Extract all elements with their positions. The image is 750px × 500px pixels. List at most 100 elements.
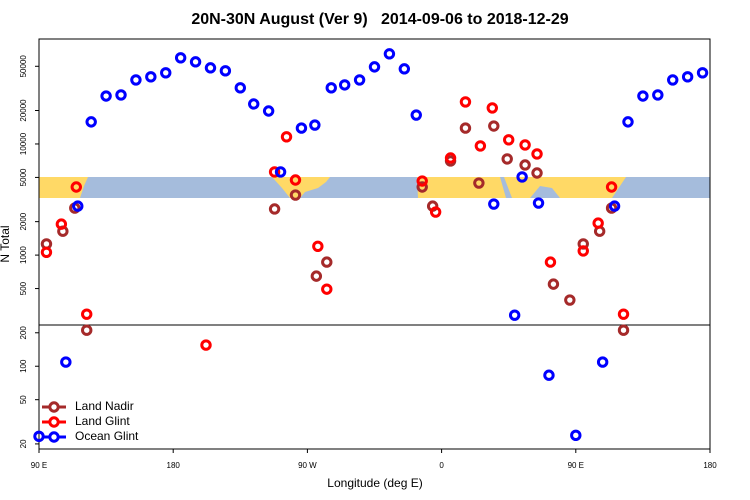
- point: [321, 283, 333, 295]
- point: [200, 339, 212, 351]
- point: [321, 256, 333, 268]
- point: [189, 56, 202, 68]
- legend-marker: [48, 431, 60, 443]
- point: [398, 63, 411, 75]
- legend-marker: [48, 401, 60, 413]
- point: [234, 82, 247, 94]
- y-tick-label: 200: [19, 326, 28, 340]
- y-tick-label: 50000: [19, 55, 28, 78]
- point: [544, 256, 557, 268]
- point: [262, 105, 275, 117]
- point: [459, 96, 472, 108]
- y-tick-label: 1000: [19, 246, 28, 264]
- point: [383, 48, 396, 60]
- point: [459, 122, 472, 134]
- point: [592, 217, 604, 229]
- point: [309, 119, 321, 131]
- point: [274, 166, 287, 178]
- point: [72, 200, 84, 212]
- point: [145, 71, 157, 83]
- point: [608, 200, 621, 212]
- point: [81, 308, 93, 320]
- y-tick-label: 5000: [19, 168, 28, 186]
- point: [219, 65, 232, 77]
- x-tick-label: 180: [703, 461, 717, 470]
- point: [681, 71, 694, 83]
- x-axis-title: Longitude (deg E): [327, 476, 422, 490]
- point: [503, 134, 515, 146]
- map-strip: [39, 177, 710, 198]
- point: [474, 140, 487, 152]
- y-tick-label: 10000: [19, 132, 28, 155]
- point: [543, 369, 555, 381]
- point: [416, 181, 428, 193]
- point: [564, 294, 576, 306]
- point: [501, 153, 513, 165]
- y-tick-label: 2000: [19, 212, 28, 230]
- point: [667, 74, 679, 86]
- point: [280, 131, 293, 143]
- point: [652, 89, 664, 101]
- point: [508, 309, 521, 321]
- y-tick-label: 20000: [19, 99, 28, 122]
- point: [268, 166, 281, 178]
- x-tick-label: 90 E: [568, 461, 584, 470]
- point: [174, 52, 187, 64]
- point: [488, 120, 500, 132]
- point: [605, 181, 618, 193]
- point: [81, 324, 93, 336]
- point: [429, 206, 442, 218]
- point: [531, 148, 543, 160]
- point: [70, 181, 82, 193]
- point: [289, 189, 302, 201]
- y-tick-label: 20: [19, 439, 28, 448]
- x-tick-label: 0: [439, 461, 444, 470]
- point: [338, 79, 351, 91]
- point: [85, 116, 97, 128]
- y-tick-label: 100: [19, 359, 28, 373]
- point: [289, 174, 302, 186]
- point: [531, 167, 543, 179]
- point: [519, 159, 531, 171]
- point: [115, 89, 127, 101]
- point: [532, 197, 545, 209]
- point: [100, 90, 112, 102]
- point: [416, 175, 428, 187]
- point: [473, 177, 485, 189]
- x-tick-label: 90 W: [298, 461, 317, 470]
- point: [268, 203, 281, 215]
- point: [310, 270, 323, 282]
- plot-frame: [38, 38, 711, 450]
- point: [486, 102, 498, 114]
- point: [577, 245, 589, 257]
- legend-label: Land Glint: [75, 414, 130, 428]
- point: [519, 139, 531, 151]
- point: [516, 171, 528, 183]
- point: [248, 98, 260, 110]
- point: [622, 116, 634, 128]
- point: [696, 67, 709, 79]
- legend-label: Ocean Glint: [75, 429, 139, 443]
- point: [204, 62, 217, 74]
- y-tick-label: 50: [19, 395, 28, 404]
- point: [325, 82, 337, 94]
- point: [444, 152, 457, 164]
- point: [295, 122, 308, 134]
- point: [488, 198, 500, 210]
- point: [547, 278, 560, 290]
- point: [637, 90, 649, 102]
- point: [596, 356, 609, 368]
- x-tick-label: 180: [167, 461, 181, 470]
- legend-label: Land Nadir: [75, 399, 134, 413]
- point: [160, 67, 172, 79]
- y-tick-label: 500: [19, 281, 28, 295]
- point: [368, 61, 381, 73]
- point: [130, 74, 142, 86]
- point: [60, 356, 72, 368]
- point: [617, 308, 630, 320]
- point: [617, 324, 630, 336]
- x-tick-label: 90 E: [31, 461, 47, 470]
- point: [40, 246, 53, 258]
- chart-title: 20N-30N August (Ver 9) 2014-09-06 to 201…: [191, 11, 568, 28]
